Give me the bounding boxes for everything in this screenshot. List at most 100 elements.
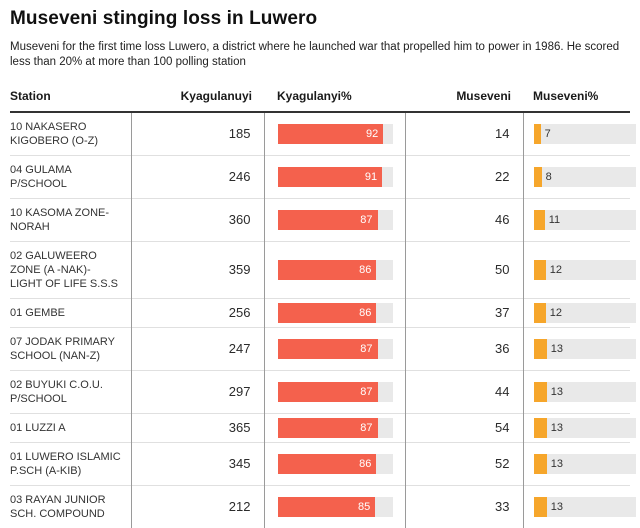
station-name: 01 LUZZI A	[10, 412, 131, 443]
kyagulanyi-pct-value: 85	[358, 500, 371, 513]
museveni-pct-bar	[533, 302, 546, 323]
kyagulanyi-pct-value: 86	[359, 263, 372, 276]
kyagulanyi-pct-value: 87	[360, 421, 373, 434]
station-name: 10 NAKASERO KIGOBERO (O-Z)	[10, 120, 98, 147]
kyagulanyi-pct-value: 87	[360, 342, 373, 355]
table-body: 10 NAKASERO KIGOBERO (O-Z) 185 92 14 7 0…	[10, 111, 636, 528]
museveni-pct-bar-track: 11	[533, 209, 636, 230]
museveni-pct-value: 13	[550, 342, 563, 355]
kyagulanyi-pct-bar-track: 87	[277, 338, 393, 359]
table-row: 10 KASOMA ZONE-NORAH 360 87 46 11	[10, 197, 636, 242]
museveni-votes-value: 46	[404, 197, 523, 242]
table-row: 01 GEMBE 256 86 37 12	[10, 297, 636, 328]
chart-subtitle: Museveni for the first time loss Luwero,…	[10, 40, 620, 69]
kyagulanyi-votes-value: 212	[130, 484, 264, 528]
museveni-pct-value: 7	[544, 127, 551, 140]
museveni-pct-value: 12	[549, 306, 562, 319]
kyagulanyi-pct-bar: 86	[277, 259, 377, 280]
museveni-pct-bar	[533, 496, 547, 517]
kyagulanyi-pct-bar-track: 86	[277, 259, 393, 280]
table-row: 01 LUZZI A 365 87 54 13	[10, 412, 636, 443]
col-header-kyagulanyi-votes[interactable]: Kyagulanuyi	[131, 88, 264, 113]
museveni-votes-value: 50	[404, 240, 523, 299]
kyagulanyi-votes-value: 365	[130, 412, 264, 443]
museveni-pct-value: 13	[550, 421, 563, 434]
kyagulanyi-votes-value: 185	[130, 111, 264, 156]
museveni-pct-bar-track: 13	[533, 338, 636, 359]
kyagulanyi-votes-value: 247	[130, 326, 264, 371]
kyagulanyi-votes-value: 256	[130, 297, 264, 328]
table-row: 02 BUYUKI C.O.U. P/SCHOOL 297 87 44 13	[10, 369, 636, 414]
station-name: 03 RAYAN JUNIOR SCH. COMPOUND	[10, 484, 131, 528]
kyagulanyi-pct-bar-track: 85	[277, 496, 393, 517]
museveni-pct-bar-track: 12	[533, 302, 636, 323]
station-name: 01 LUWERO ISLAMIC P.SCH (A-KIB)	[10, 441, 131, 486]
museveni-votes-value: 33	[404, 484, 523, 528]
kyagulanyi-votes-value: 360	[130, 197, 264, 242]
museveni-pct-value: 13	[550, 385, 563, 398]
museveni-pct-bar	[533, 166, 542, 187]
station-name: 02 GALUWEERO ZONE (A -NAK)- LIGHT OF LIF…	[10, 240, 131, 299]
kyagulanyi-votes-value: 246	[130, 154, 264, 199]
col-header-kyagulanyi-pct[interactable]: Kyagulanyi%	[264, 88, 405, 113]
table-row: 02 GALUWEERO ZONE (A -NAK)- LIGHT OF LIF…	[10, 240, 636, 299]
kyagulanyi-pct-bar-track: 87	[277, 381, 393, 402]
museveni-votes-value: 36	[404, 326, 523, 371]
museveni-pct-bar-track: 13	[533, 496, 636, 517]
col-header-museveni-pct[interactable]: Museveni%	[523, 88, 630, 113]
kyagulanyi-votes-value: 359	[130, 240, 264, 299]
museveni-votes-value: 44	[404, 369, 523, 414]
kyagulanyi-pct-bar: 86	[277, 302, 377, 323]
kyagulanyi-pct-bar: 87	[277, 209, 378, 230]
kyagulanyi-pct-bar: 87	[277, 417, 378, 438]
kyagulanyi-votes-value: 345	[130, 441, 264, 486]
museveni-pct-value: 12	[549, 263, 562, 276]
kyagulanyi-pct-value: 86	[359, 306, 372, 319]
results-table: Station Kyagulanuyi Kyagulanyi% Museveni…	[10, 88, 636, 528]
museveni-pct-bar-track: 12	[533, 259, 636, 280]
kyagulanyi-pct-value: 86	[359, 457, 372, 470]
table-row: 04 GULAMA P/SCHOOL 246 91 22 8	[10, 154, 636, 199]
museveni-pct-value: 11	[548, 213, 561, 226]
museveni-pct-bar-track: 7	[533, 123, 636, 144]
museveni-pct-bar	[533, 453, 547, 474]
kyagulanyi-pct-bar: 86	[277, 453, 377, 474]
kyagulanyi-pct-bar-track: 92	[277, 123, 393, 144]
museveni-pct-bar	[533, 259, 546, 280]
kyagulanyi-pct-bar-track: 86	[277, 302, 393, 323]
kyagulanyi-pct-bar: 87	[277, 338, 378, 359]
museveni-pct-bar-track: 8	[533, 166, 636, 187]
museveni-pct-bar-track: 13	[533, 381, 636, 402]
table-row: 03 RAYAN JUNIOR SCH. COMPOUND 212 85 33 …	[10, 484, 636, 528]
museveni-votes-value: 37	[404, 297, 523, 328]
station-name: 04 GULAMA P/SCHOOL	[10, 154, 131, 199]
kyagulanyi-pct-bar: 85	[277, 496, 376, 517]
kyagulanyi-pct-value: 87	[360, 385, 373, 398]
table-row: 07 JODAK PRIMARY SCHOOL (NAN-Z) 247 87 3…	[10, 326, 636, 371]
kyagulanyi-pct-value: 87	[360, 213, 373, 226]
station-name: 02 BUYUKI C.O.U. P/SCHOOL	[10, 369, 131, 414]
col-header-museveni-votes[interactable]: Museveni	[405, 88, 523, 113]
kyagulanyi-pct-bar: 91	[277, 166, 383, 187]
page-title: Museveni stinging loss in Luwero	[10, 8, 318, 29]
museveni-pct-value: 8	[545, 170, 552, 183]
kyagulanyi-pct-bar-track: 86	[277, 453, 393, 474]
museveni-votes-value: 14	[404, 111, 523, 156]
col-header-station[interactable]: Station	[10, 88, 131, 113]
kyagulanyi-pct-value: 92	[366, 127, 379, 140]
museveni-pct-bar	[533, 123, 541, 144]
kyagulanyi-pct-bar-track: 91	[277, 166, 393, 187]
museveni-votes-value: 52	[404, 441, 523, 486]
table-header: Station Kyagulanuyi Kyagulanyi% Museveni…	[10, 88, 630, 113]
kyagulanyi-votes-value: 297	[130, 369, 264, 414]
museveni-pct-bar	[533, 381, 547, 402]
museveni-pct-bar	[533, 338, 547, 359]
kyagulanyi-pct-bar-track: 87	[277, 209, 393, 230]
table-row: 10 NAKASERO KIGOBERO (O-Z) 185 92 14 7	[10, 111, 636, 156]
museveni-pct-bar-track: 13	[533, 453, 636, 474]
station-name: 07 JODAK PRIMARY SCHOOL (NAN-Z)	[10, 326, 131, 371]
table-row: 01 LUWERO ISLAMIC P.SCH (A-KIB) 345 86 5…	[10, 441, 636, 486]
kyagulanyi-pct-bar: 87	[277, 381, 378, 402]
kyagulanyi-pct-bar-track: 87	[277, 417, 393, 438]
